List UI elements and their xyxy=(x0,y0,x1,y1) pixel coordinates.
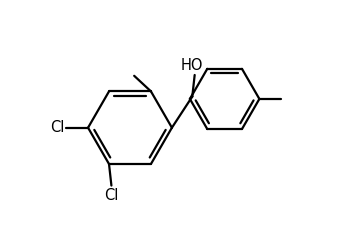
Text: Cl: Cl xyxy=(104,188,119,203)
Text: HO: HO xyxy=(181,58,204,73)
Text: Cl: Cl xyxy=(50,120,64,135)
